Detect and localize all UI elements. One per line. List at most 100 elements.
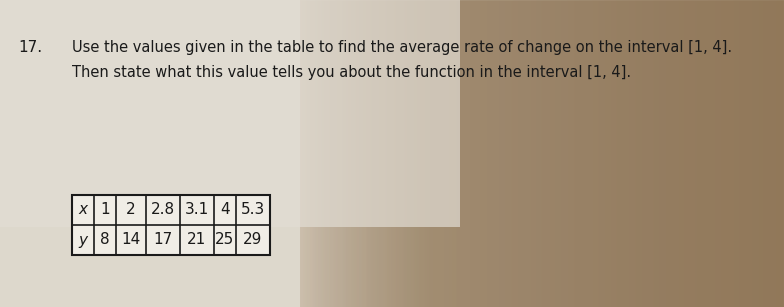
Bar <box>254 0 255 307</box>
Bar <box>306 0 307 307</box>
Bar <box>494 0 495 307</box>
Bar <box>753 0 754 307</box>
Bar <box>231 0 232 307</box>
Bar <box>526 0 527 307</box>
Bar <box>181 0 182 307</box>
Bar <box>288 0 289 307</box>
Bar <box>289 0 290 307</box>
Bar <box>576 0 577 307</box>
Bar <box>122 0 123 307</box>
Bar <box>423 0 424 307</box>
Bar <box>0 0 460 227</box>
Bar <box>116 0 117 307</box>
Bar <box>389 0 390 307</box>
Bar <box>706 0 707 307</box>
Bar <box>529 0 530 307</box>
Bar <box>352 0 353 307</box>
Bar <box>337 0 338 307</box>
Bar <box>256 0 257 307</box>
Bar <box>659 0 660 307</box>
Bar <box>154 0 155 307</box>
Bar <box>505 0 506 307</box>
Bar <box>379 0 380 307</box>
Bar <box>249 0 250 307</box>
Bar <box>348 0 349 307</box>
Bar <box>72 0 73 307</box>
Bar <box>174 0 175 307</box>
Bar <box>660 0 661 307</box>
Bar <box>3 0 4 307</box>
Bar <box>416 0 417 307</box>
Bar <box>564 0 565 307</box>
Bar <box>616 0 617 307</box>
Bar <box>750 0 751 307</box>
Bar <box>405 0 406 307</box>
Bar <box>711 0 712 307</box>
Bar <box>197 0 198 307</box>
Bar <box>366 0 367 307</box>
Bar <box>380 0 381 307</box>
Bar <box>770 0 771 307</box>
Bar <box>64 0 65 307</box>
Bar <box>49 0 50 307</box>
Bar <box>184 0 185 307</box>
Bar <box>538 0 539 307</box>
Bar <box>413 0 414 307</box>
Bar <box>235 0 236 307</box>
Bar <box>267 0 268 307</box>
Bar <box>244 0 245 307</box>
Bar <box>164 0 165 307</box>
Text: x: x <box>78 203 88 217</box>
Bar <box>685 0 686 307</box>
Bar <box>702 0 703 307</box>
Bar <box>421 0 422 307</box>
Bar <box>120 0 121 307</box>
Bar <box>579 0 580 307</box>
Bar <box>367 0 368 307</box>
Bar <box>346 0 347 307</box>
Bar <box>534 0 535 307</box>
Bar <box>108 0 109 307</box>
Bar <box>208 0 209 307</box>
Bar <box>23 0 24 307</box>
Bar <box>449 0 450 307</box>
Bar <box>67 0 68 307</box>
Bar <box>347 0 348 307</box>
Bar <box>674 0 675 307</box>
Bar <box>209 0 210 307</box>
Bar <box>611 0 612 307</box>
Bar <box>489 0 490 307</box>
Bar <box>85 0 86 307</box>
Bar <box>696 0 697 307</box>
Bar <box>467 0 468 307</box>
Bar <box>681 0 682 307</box>
Bar <box>749 0 750 307</box>
Bar <box>300 0 301 307</box>
Bar <box>232 0 233 307</box>
Bar <box>481 0 482 307</box>
Bar <box>272 0 273 307</box>
Bar <box>68 0 69 307</box>
Bar <box>717 0 718 307</box>
Bar <box>540 0 541 307</box>
Bar <box>560 0 561 307</box>
Bar <box>369 0 370 307</box>
Bar <box>55 0 56 307</box>
Bar <box>783 0 784 307</box>
Bar <box>463 0 464 307</box>
Bar <box>773 0 774 307</box>
Bar <box>94 0 95 307</box>
Bar <box>617 0 618 307</box>
Bar <box>268 0 269 307</box>
Bar <box>310 0 311 307</box>
Bar <box>2 0 3 307</box>
Bar <box>326 0 327 307</box>
Bar <box>530 0 531 307</box>
Bar <box>74 0 75 307</box>
Bar <box>342 0 343 307</box>
Bar <box>473 0 474 307</box>
Bar <box>701 0 702 307</box>
Bar <box>251 0 252 307</box>
Bar <box>144 0 145 307</box>
Bar <box>253 0 254 307</box>
